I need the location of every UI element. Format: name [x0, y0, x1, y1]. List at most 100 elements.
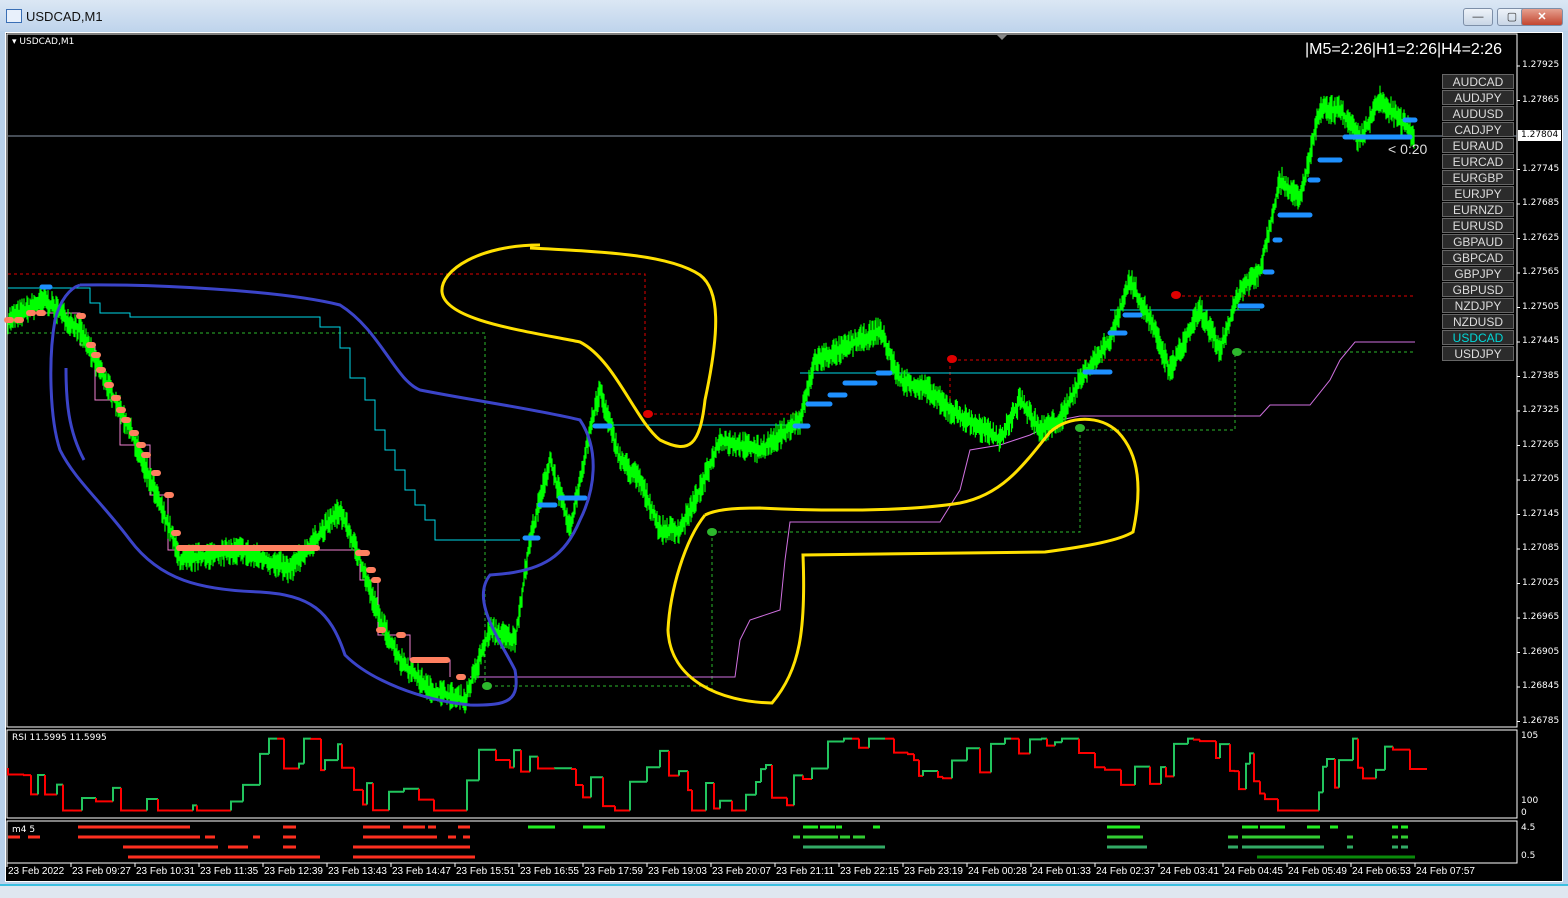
time-tick-label: 24 Feb 01:33 [1032, 866, 1091, 877]
salmon-dot [4, 317, 14, 323]
close-button[interactable]: ✕ [1521, 8, 1563, 26]
restore-button[interactable]: ▢ [1497, 8, 1527, 26]
rsi-segment [629, 780, 647, 811]
time-tick-label: 23 Feb 09:27 [72, 866, 131, 877]
rsi-segment [1264, 793, 1278, 801]
bar-countdown: < 0:20 [1388, 141, 1428, 157]
rsi-segment [1375, 768, 1385, 779]
price-tick-label: 1.26905 [1522, 646, 1560, 657]
rsi-segment [893, 738, 908, 754]
dropdown-triangle-icon: ▾ [12, 37, 20, 47]
symbol-button-gbpcad[interactable]: GBPCAD [1442, 250, 1514, 265]
symbol-button-gbpaud[interactable]: GBPAUD [1442, 234, 1514, 249]
rsi-segment [1193, 738, 1200, 741]
symbol-button-eurnzd[interactable]: EURNZD [1442, 202, 1514, 217]
salmon-dot [151, 470, 161, 476]
rsi-segment [157, 798, 169, 812]
rsi-segment [1409, 749, 1427, 771]
salmon-dot [116, 407, 126, 413]
blue-stop-segments [39, 117, 1418, 541]
symbol-button-eurcad[interactable]: EURCAD [1442, 154, 1514, 169]
rsi-segment [1046, 738, 1055, 747]
rsi-segment [283, 738, 299, 770]
rsi-segment [1392, 746, 1410, 751]
symbol-button-cadjpy[interactable]: CADJPY [1442, 122, 1514, 137]
rsi-segment [1219, 743, 1230, 759]
rsi-segment [1094, 753, 1105, 769]
rsi-segment [802, 775, 812, 781]
salmon-dot [76, 313, 86, 319]
rsi-segment [529, 755, 538, 772]
rsi-segment [44, 775, 57, 796]
rsi-segment [771, 765, 787, 799]
salmon-dot [396, 632, 406, 638]
shift-marker-icon[interactable] [997, 35, 1007, 40]
symbol-button-nzdusd[interactable]: NZDUSD [1442, 314, 1514, 329]
current-price-label: 1.27804 [1518, 130, 1562, 141]
rsi-segment [868, 737, 885, 748]
rsi-segment [571, 768, 576, 771]
symbol-button-audcad[interactable]: AUDCAD [1442, 74, 1514, 89]
yellow-annotation-loop [440, 243, 718, 448]
symbol-button-usdcad[interactable]: USDCAD [1442, 330, 1514, 345]
symbol-button-gbpjpy[interactable]: GBPJPY [1442, 266, 1514, 281]
rsi-segment [990, 742, 1005, 773]
salmon-dot [366, 567, 376, 573]
rsi-segment [1238, 771, 1246, 791]
rsi-segment [843, 737, 852, 742]
rsi-segment [951, 759, 967, 779]
sell-signal-dot [947, 355, 957, 363]
rsi-segment [30, 775, 38, 796]
time-tick-label: 24 Feb 07:57 [1416, 866, 1475, 877]
rsi-segment [907, 752, 914, 756]
rsi-segment [1004, 737, 1011, 744]
level-lines [8, 273, 1415, 690]
symbol-button-euraud[interactable]: EURAUD [1442, 138, 1514, 153]
m4-label: m4 5 [12, 825, 36, 835]
rsi-segment [942, 776, 952, 780]
red-level-line [8, 273, 800, 415]
symbol-button-usdjpy[interactable]: USDJPY [1442, 346, 1514, 361]
sell-signal-dot [1171, 291, 1181, 299]
symbol-button-eurusd[interactable]: EURUSD [1442, 218, 1514, 233]
symbol-button-gbpusd[interactable]: GBPUSD [1442, 282, 1514, 297]
chart-area[interactable] [5, 32, 1563, 882]
buy-signal-dot [1232, 348, 1242, 356]
rsi-segment [242, 783, 260, 802]
blue-stop-line [39, 117, 1418, 541]
rsi-segment [1338, 759, 1353, 788]
rsi-segment [466, 779, 479, 811]
symbol-button-eurgbp[interactable]: EURGBP [1442, 170, 1514, 185]
rsi-segment [760, 768, 766, 783]
rsi-segment [1078, 738, 1095, 755]
rsi-segment [1029, 738, 1042, 754]
symbol-button-audjpy[interactable]: AUDJPY [1442, 90, 1514, 105]
rsi-segment [937, 770, 943, 778]
salmon-dot [26, 310, 36, 316]
buy-signal-dot [707, 528, 717, 536]
rsi-segment [719, 799, 732, 809]
price-tick-label: 1.27265 [1522, 439, 1560, 450]
time-tick-label: 23 Feb 10:31 [136, 866, 195, 877]
rsi-segment [966, 747, 980, 761]
symbol-button-eurjpy[interactable]: EURJPY [1442, 186, 1514, 201]
chart-symbol-menu[interactable]: ▾ USDCAD,M1 [12, 37, 74, 48]
symbol-button-nzdjpy[interactable]: NZDJPY [1442, 298, 1514, 313]
price-tick-label: 1.27505 [1522, 301, 1560, 312]
salmon-dot [104, 382, 114, 388]
rsi-segment [362, 789, 367, 806]
rsi-segment [1334, 758, 1339, 789]
rsi-segment [1357, 738, 1363, 769]
rsi-segment [337, 743, 342, 761]
minimize-button[interactable]: — [1463, 8, 1493, 26]
symbol-button-audusd[interactable]: AUDUSD [1442, 106, 1514, 121]
rsi-line [7, 737, 1427, 812]
price-tick-label: 1.26965 [1522, 612, 1560, 622]
rsi-segment [1322, 765, 1327, 793]
rsi-segment [811, 767, 828, 780]
timeframe-timer-text: |M5=2:26|H1=2:26|H4=2:26 [1305, 41, 1503, 58]
time-tick-label: 23 Feb 19:03 [648, 866, 707, 877]
chart-window-icon [6, 9, 22, 23]
rsi-segment [922, 769, 938, 776]
time-tick-label: 24 Feb 04:45 [1224, 866, 1283, 877]
